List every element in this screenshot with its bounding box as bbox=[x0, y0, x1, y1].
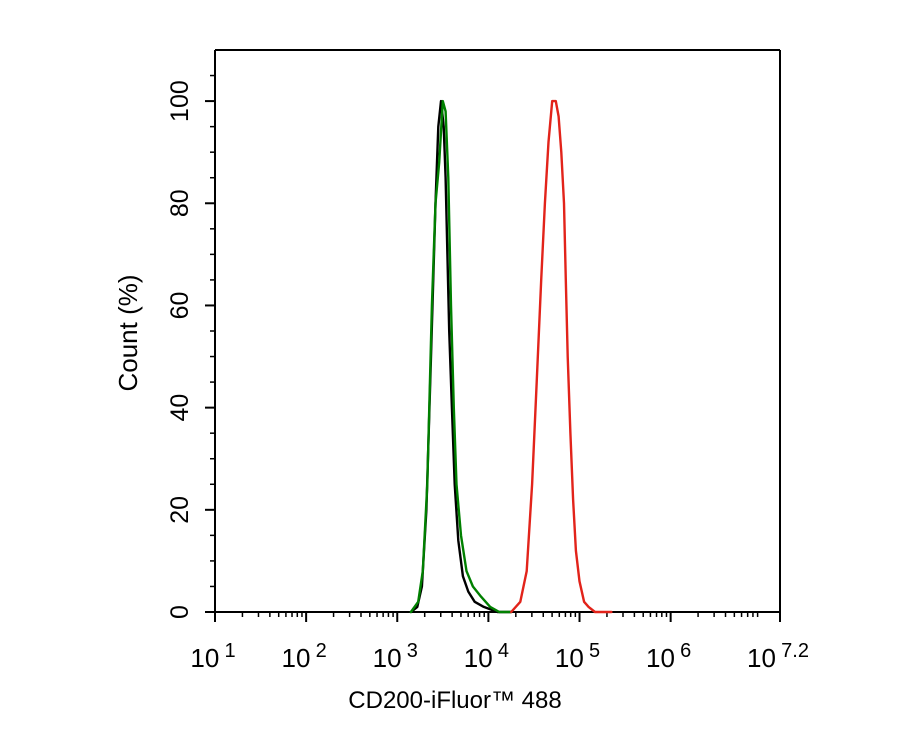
x-axis-title: CD200-iFluor™ 488 bbox=[348, 687, 561, 714]
x-tick-label: 10 4 bbox=[464, 640, 509, 673]
series-line-3 bbox=[510, 99, 613, 614]
x-tick-label: 10 2 bbox=[282, 640, 327, 673]
series-layer bbox=[409, 99, 613, 614]
y-tick-label: 80 bbox=[166, 189, 194, 217]
y-tick-label: 100 bbox=[166, 80, 194, 122]
x-tick-label: 10 6 bbox=[646, 640, 691, 673]
y-tick-label: 60 bbox=[166, 292, 194, 320]
x-tick-label: 10 7.2 bbox=[747, 640, 809, 673]
x-tick-label: 10 5 bbox=[555, 640, 600, 673]
y-tick-label: 20 bbox=[166, 496, 194, 524]
y-axis-ticks: 0 20 40 60 80 100 bbox=[166, 74, 215, 619]
y-tick-label: 40 bbox=[166, 394, 194, 422]
plot-frame bbox=[214, 49, 781, 613]
series-line-2 bbox=[409, 99, 513, 614]
x-tick-label: 10 3 bbox=[373, 640, 418, 673]
x-tick-label: 10 1 bbox=[190, 640, 235, 673]
x-axis-ticks: 10 1 10 2 10 3 10 4 10 5 10 6 10 7.2 bbox=[190, 612, 809, 673]
y-axis-title: Count (%) bbox=[113, 274, 143, 391]
y-tick-label: 0 bbox=[166, 605, 194, 619]
